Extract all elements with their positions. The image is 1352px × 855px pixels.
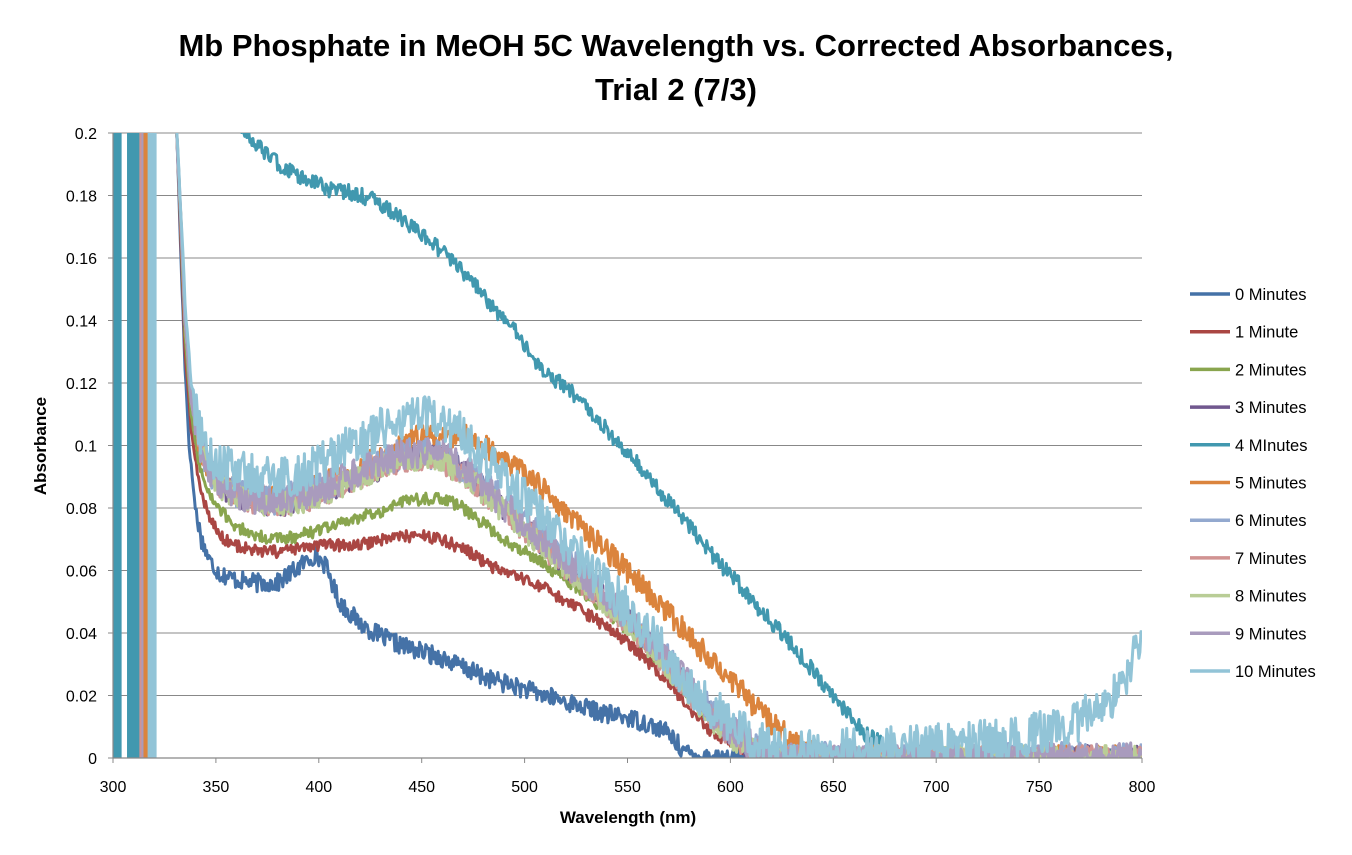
y-tick-label: 0.04 — [66, 626, 97, 643]
series-line — [175, 134, 1142, 758]
x-tick-label: 400 — [305, 779, 332, 796]
y-tick-label: 0.12 — [66, 376, 97, 393]
y-tick-label: 0.08 — [66, 501, 97, 518]
y-tick-label: 0.02 — [66, 689, 97, 706]
legend-label: 7 Minutes — [1235, 550, 1307, 568]
legend-label: 3 Minutes — [1235, 399, 1307, 417]
tick-labels: 0 0.02 0.04 0.06 0.08 0.1 0.12 0.14 0.16 0.18 0.2 3… — [66, 126, 1156, 796]
x-tick-label: 600 — [717, 779, 744, 796]
y-tick-label: 0.06 — [66, 564, 97, 581]
chart-title-line-1: Mb Phosphate in MeOH 5C Wavelength vs. C… — [178, 28, 1174, 63]
y-tick-label: 0 — [88, 751, 97, 768]
series-line — [175, 133, 1142, 758]
y-tick-label: 0.16 — [66, 251, 97, 268]
legend-label: 2 Minutes — [1235, 361, 1307, 379]
y-axis-label: Absorbance — [31, 397, 50, 495]
series-line — [175, 133, 1142, 758]
legend: 0 Minutes 1 Minute 2 Minutes 3 Minutes 4 MIn… — [1190, 286, 1316, 681]
y-tick-label: 0.14 — [66, 314, 97, 331]
legend-label: 0 Minutes — [1235, 286, 1307, 304]
y-tick-label: 0.2 — [75, 126, 97, 143]
legend-label: 10 Minutes — [1235, 663, 1316, 681]
x-axis-label: Wavelength (nm) — [560, 808, 696, 827]
x-tick-label: 750 — [1026, 779, 1053, 796]
x-tick-label: 300 — [100, 779, 127, 796]
legend-label: 6 Minutes — [1235, 512, 1307, 530]
legend-label: 4 MInutes — [1235, 437, 1307, 455]
y-tick-label: 0.18 — [66, 189, 97, 206]
legend-label: 8 Minutes — [1235, 588, 1307, 606]
chart-title-line-2: Trial 2 (7/3) — [595, 72, 757, 107]
x-tick-label: 350 — [203, 779, 230, 796]
series-layer — [113, 133, 1142, 758]
legend-label: 9 Minutes — [1235, 625, 1307, 643]
axes — [108, 132, 1143, 763]
x-tick-label: 550 — [614, 779, 641, 796]
x-tick-label: 500 — [511, 779, 538, 796]
legend-label: 5 Minutes — [1235, 475, 1307, 493]
x-tick-label: 450 — [408, 779, 435, 796]
x-tick-label: 650 — [820, 779, 847, 796]
legend-label: 1 Minute — [1235, 324, 1298, 342]
x-tick-label: 800 — [1129, 779, 1156, 796]
series-line — [175, 133, 1142, 758]
x-tick-label: 700 — [923, 779, 950, 796]
y-tick-label: 0.1 — [75, 439, 97, 456]
